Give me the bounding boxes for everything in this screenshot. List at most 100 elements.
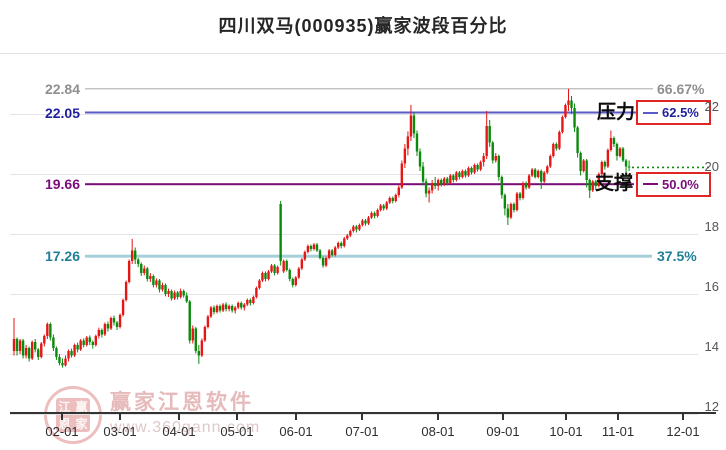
seal-character: 赢 xyxy=(75,399,88,414)
candle-body xyxy=(155,280,158,285)
candle-body xyxy=(55,348,58,357)
candle-body xyxy=(46,324,49,336)
watermark: 江赢恩家 赢家江恩软件 www.360gann.com xyxy=(44,386,260,444)
candle-body xyxy=(15,339,19,351)
candle-body xyxy=(470,168,473,173)
candle-body xyxy=(361,220,364,225)
candle-body xyxy=(540,171,543,182)
candle-body xyxy=(255,288,258,297)
candle-body xyxy=(258,280,261,288)
candle-body xyxy=(491,142,494,161)
x-axis-tick xyxy=(119,414,121,420)
candle-body xyxy=(276,267,279,273)
candle-body xyxy=(370,213,373,218)
level-price-label-500: 19.66 xyxy=(44,176,80,193)
candle-body xyxy=(385,202,388,209)
candle-body xyxy=(579,153,582,171)
candle-body xyxy=(446,178,449,183)
candle-body xyxy=(300,259,304,269)
candle-body xyxy=(200,340,204,356)
candle-body xyxy=(400,163,404,188)
candle-body xyxy=(318,250,322,258)
candle-body xyxy=(21,340,25,356)
candle-body xyxy=(218,306,222,311)
candle-body xyxy=(355,226,358,230)
candle-body xyxy=(333,247,337,255)
x-axis-label: 02-01 xyxy=(45,424,79,439)
level-line xyxy=(85,111,636,114)
candle-body xyxy=(246,300,249,305)
level-price-label-375: 17.26 xyxy=(44,248,80,265)
candle-body xyxy=(627,166,631,168)
candle-body xyxy=(115,322,119,327)
candle-body xyxy=(240,303,243,308)
chart-title: 四川双马(000935)赢家波段百分比 xyxy=(218,16,508,36)
candle-body xyxy=(464,171,467,176)
candle-body xyxy=(43,336,46,344)
x-axis-label: 10-01 xyxy=(549,424,583,439)
candle-body xyxy=(176,292,179,297)
candle-body xyxy=(233,307,237,311)
candle-body xyxy=(206,316,210,327)
candle-body xyxy=(555,144,558,149)
candle-body xyxy=(476,165,479,170)
candle-body xyxy=(252,297,255,303)
candle-body xyxy=(379,205,382,210)
watermark-brand: 赢家江恩软件 xyxy=(110,391,254,414)
candle-body xyxy=(424,181,428,194)
x-axis-label: 04-01 xyxy=(162,424,196,439)
candle-body xyxy=(621,148,625,161)
candle-body xyxy=(518,193,522,198)
candle-body xyxy=(191,328,194,341)
x-axis-tick xyxy=(617,414,619,420)
candle-body xyxy=(521,183,525,198)
x-axis-label: 05-01 xyxy=(220,424,254,439)
candle-body xyxy=(64,358,67,366)
candle-body xyxy=(182,291,185,296)
candle-body xyxy=(79,340,82,350)
seal-character: 恩 xyxy=(58,416,71,431)
candle-body xyxy=(237,303,240,308)
candle-body xyxy=(349,231,352,236)
candle-body xyxy=(506,208,510,218)
candle-body xyxy=(352,226,355,231)
x-axis-label: 03-01 xyxy=(103,424,137,439)
candle-body xyxy=(249,300,252,303)
candle-body xyxy=(570,100,573,108)
candle-body xyxy=(37,349,40,357)
candle-body xyxy=(512,204,516,210)
candle-body xyxy=(88,337,91,342)
candle-body xyxy=(409,115,413,137)
watermark-seal-characters: 江赢恩家 xyxy=(56,398,90,432)
pressure-line-dash xyxy=(643,111,658,114)
candle-body xyxy=(597,174,600,186)
candle-body xyxy=(455,172,458,180)
candle-body xyxy=(97,330,101,336)
candle-body xyxy=(118,315,122,327)
candle-body xyxy=(291,279,294,285)
pressure-pct-value: 62.5% xyxy=(662,105,699,120)
candle-body xyxy=(67,351,70,359)
candle-body xyxy=(397,187,401,195)
x-axis-tick xyxy=(61,414,63,420)
candle-body xyxy=(337,243,340,248)
candle-body xyxy=(152,276,155,285)
candle-body xyxy=(546,166,549,173)
candle-body xyxy=(209,307,213,317)
pressure-pct-box: 62.5% xyxy=(636,100,711,125)
candle-body xyxy=(530,169,534,176)
candle-body xyxy=(421,166,425,182)
candle-body xyxy=(267,271,270,279)
candle-body xyxy=(315,244,319,251)
support-line-dash xyxy=(643,183,658,186)
candle-body xyxy=(603,162,607,167)
y-axis-label: 14 xyxy=(704,339,719,354)
candle-body xyxy=(406,136,410,149)
candle-body xyxy=(134,250,137,260)
candle-body xyxy=(515,193,519,210)
candle-body xyxy=(82,340,85,345)
candle-body xyxy=(427,190,431,194)
candle-body xyxy=(533,169,537,177)
